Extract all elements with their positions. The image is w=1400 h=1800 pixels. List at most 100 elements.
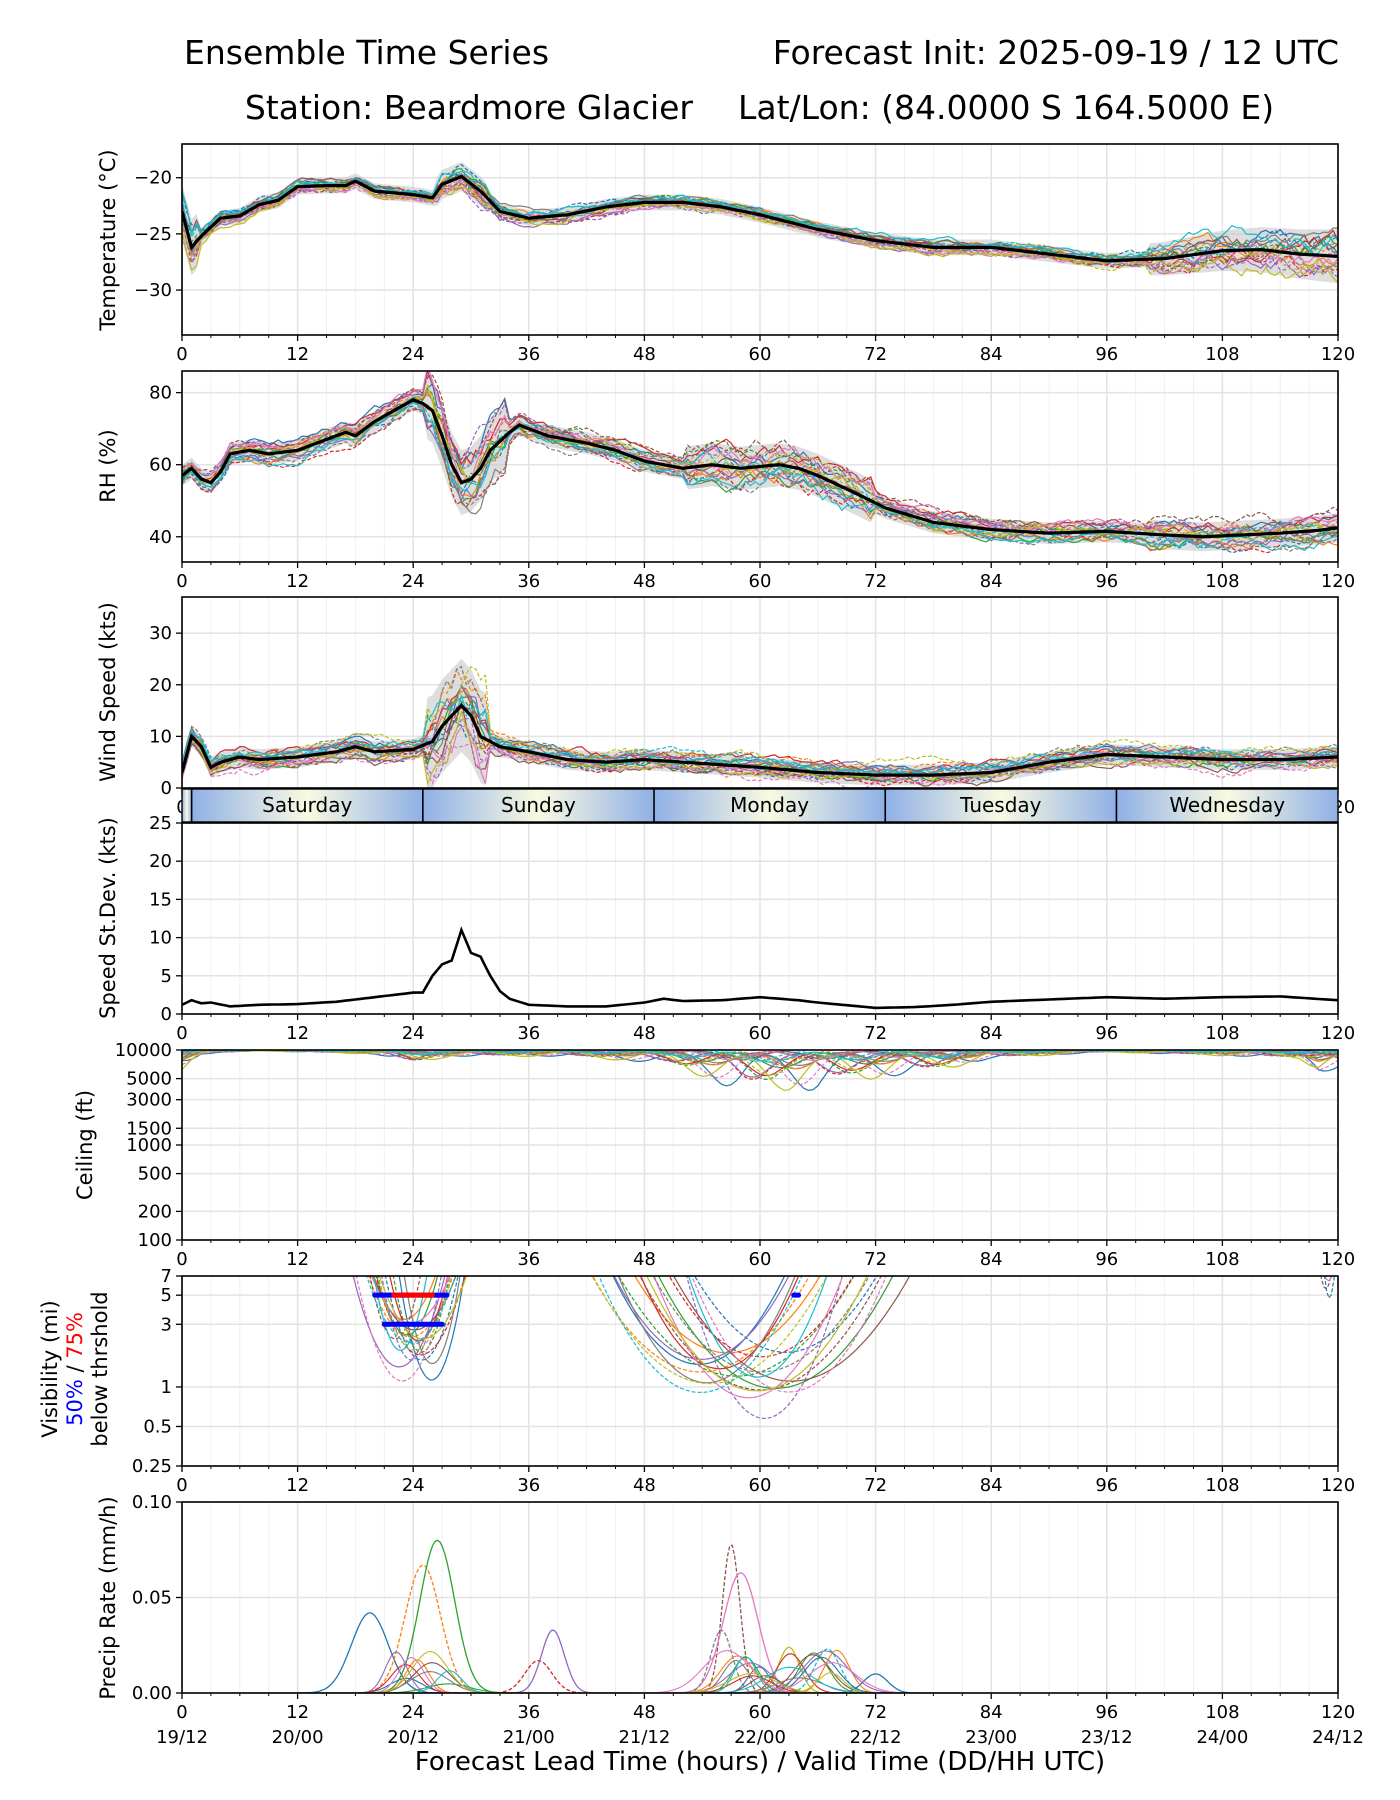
- visibility-pct50: 50%: [63, 1379, 87, 1426]
- valid-time-label: 19/12: [156, 1727, 208, 1748]
- speed_stdev-x-tick-label: 0: [176, 1023, 187, 1044]
- title-station: Station: Beardmore Glacier: [245, 88, 694, 127]
- visibility-member-line: [617, 1276, 796, 1384]
- visibility-pct75: 75%: [63, 1312, 87, 1359]
- rh-x-tick-label: 96: [1095, 571, 1118, 592]
- precip-member-line: [644, 1659, 826, 1693]
- visibility-member-line: [592, 1276, 828, 1385]
- precip-x-tick-label: 48: [633, 1702, 656, 1723]
- visibility-member-line: [403, 1276, 461, 1365]
- visibility-x-tick-label: 36: [517, 1475, 540, 1496]
- day-band: Saturday Sunday Monday Tuesday Wednesday: [181, 788, 1339, 823]
- temperature-x-tick-label: 72: [864, 344, 887, 365]
- precip-member-line: [616, 1675, 887, 1693]
- wind_speed-y-tick-label: 10: [149, 726, 172, 747]
- visibility-ylabel-line3: below thrshold: [88, 1291, 112, 1446]
- title-forecast-init: Forecast Init: 2025-09-19 / 12 UTC: [773, 33, 1339, 72]
- temperature-x-tick-label: 60: [749, 344, 772, 365]
- rh-x-tick-label: 108: [1205, 571, 1239, 592]
- visibility-member-line: [693, 1276, 878, 1353]
- precip-member-peak: [714, 1646, 862, 1693]
- rh-y-tick-label: 80: [149, 383, 172, 404]
- speed_stdev-frame: [181, 822, 1339, 1015]
- rh-x-tick-label: 0: [176, 571, 187, 592]
- wind_speed-frame: [181, 596, 1339, 789]
- precip-member-line: [684, 1654, 940, 1693]
- speed_stdev-x-tick-label: 108: [1205, 1023, 1239, 1044]
- precip-member-peak: [646, 1629, 796, 1693]
- visibility-member-line: [639, 1276, 882, 1391]
- precip-member-peak: [442, 1659, 634, 1693]
- ceiling-x-tick-label: 48: [633, 1249, 656, 1270]
- wind_speed-panel: 012243648607284961081200102030Wind Speed…: [96, 596, 1355, 818]
- temperature-frame: [181, 143, 1339, 336]
- speed_stdev-x-tick-label: 120: [1321, 1023, 1355, 1044]
- day-cell: [191, 789, 423, 822]
- wind_speed-y-tick-label: 0: [161, 778, 172, 799]
- wind_speed-member-line: [182, 665, 1338, 773]
- visibility-member-line: [1323, 1276, 1335, 1300]
- rh-member-line: [182, 371, 1338, 539]
- precip-y-tick-label: 0.05: [132, 1588, 172, 1609]
- temperature-x-tick-label: 12: [286, 344, 309, 365]
- ceiling-frame: [181, 1049, 1339, 1241]
- visibility-member-line: [377, 1276, 452, 1345]
- visibility-y-tick-label: 0.5: [143, 1416, 172, 1437]
- valid-time-label: 21/00: [503, 1727, 555, 1748]
- wind_speed-member-line: [182, 665, 1338, 776]
- temperature-x-tick-label: 84: [980, 344, 1003, 365]
- precip-member-line: [670, 1650, 981, 1693]
- rh-x-tick-label: 24: [402, 571, 425, 592]
- valid-time-label: 24/00: [1196, 1727, 1248, 1748]
- visibility-member-line: [1320, 1276, 1332, 1290]
- precip-x-tick-label: 72: [864, 1702, 887, 1723]
- visibility-ylabel-line2: 50% / 75%: [63, 1312, 87, 1426]
- valid-time-label: 20/12: [387, 1727, 439, 1748]
- wind_speed-spread-band: [182, 658, 1338, 788]
- visibility-plot-area: [352, 1276, 1335, 1420]
- precip-x-tick-label: 108: [1205, 1702, 1239, 1723]
- visibility-x-tick-label: 60: [749, 1475, 772, 1496]
- speed_stdev-y-tick-label: 10: [149, 928, 172, 949]
- precip-panel: 0 12 24 36 48 60 72 84 96 108 120 0.00 0.05 0.10 Preci…: [96, 1492, 1364, 1748]
- temperature-plot-area: [182, 162, 1338, 284]
- precip-member-peak: [669, 1544, 793, 1693]
- valid-time-label: 21/12: [618, 1727, 670, 1748]
- rh-x-tick-label: 48: [633, 571, 656, 592]
- day-label: Tuesday: [959, 793, 1042, 817]
- ceiling-x-tick-label: 36: [517, 1249, 540, 1270]
- visibility-x-tick-label: 120: [1321, 1475, 1355, 1496]
- precip-member-line: [639, 1677, 960, 1693]
- visibility-member-line: [653, 1276, 844, 1399]
- visibility-member-line: [652, 1276, 870, 1373]
- rh-x-tick-label: 60: [749, 571, 772, 592]
- temperature-panel: 0 12 24 36 48 60 72 84 96 108 120 −30 −25 −20 Temperat…: [96, 143, 1355, 365]
- precip-x-tick-label: 36: [517, 1702, 540, 1723]
- ceiling-x-tick-label: 0: [176, 1249, 187, 1270]
- visibility-x-tick-label: 0: [176, 1475, 187, 1496]
- visibility-member-line: [1324, 1276, 1333, 1282]
- ceiling-member-line: [182, 1050, 1338, 1091]
- precip-member-line: [668, 1655, 821, 1693]
- precip-frame: [181, 1501, 1339, 1694]
- precip-member-line: [709, 1652, 917, 1693]
- rh-x-tick-label: 36: [517, 571, 540, 592]
- ceiling-y-tick-label: 500: [138, 1164, 172, 1185]
- speed_stdev-x-tick-label: 84: [980, 1023, 1003, 1044]
- visibility-y-tick-label: 7: [161, 1266, 172, 1287]
- visibility-member-line: [377, 1276, 452, 1351]
- temperature-y-tick-label: −25: [134, 224, 172, 245]
- speed_stdev-plot-area: [182, 926, 1338, 1010]
- visibility-y-tick-label: 3: [161, 1314, 172, 1335]
- visibility-x-tick-label: 96: [1095, 1475, 1118, 1496]
- visibility-y-tick-label: 1: [161, 1377, 172, 1398]
- precip-member-line: [684, 1666, 834, 1693]
- ceiling-x-tick-label: 84: [980, 1249, 1003, 1270]
- visibility-member-line: [685, 1276, 843, 1420]
- valid-time-label: 22/12: [850, 1727, 902, 1748]
- speed_stdev-line: [182, 926, 1338, 1010]
- precip-member-peak: [737, 1648, 917, 1693]
- temperature-x-tick-label: 108: [1205, 344, 1239, 365]
- temperature-y-tick-label: −30: [134, 280, 172, 301]
- day-cell: [885, 789, 1117, 822]
